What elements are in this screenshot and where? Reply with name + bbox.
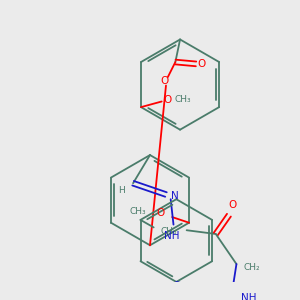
Text: CH₂: CH₂ bbox=[243, 263, 260, 272]
Text: CH₃: CH₃ bbox=[160, 227, 177, 236]
Text: NH: NH bbox=[241, 293, 256, 300]
Text: O: O bbox=[198, 59, 206, 69]
Text: O: O bbox=[229, 200, 237, 210]
Text: O: O bbox=[160, 76, 168, 86]
Text: CH₃: CH₃ bbox=[129, 207, 146, 216]
Text: CH₃: CH₃ bbox=[175, 95, 192, 104]
Text: H: H bbox=[118, 186, 125, 195]
Text: N: N bbox=[171, 191, 178, 201]
Text: O: O bbox=[157, 208, 165, 218]
Text: O: O bbox=[163, 94, 171, 105]
Text: NH: NH bbox=[164, 231, 179, 241]
